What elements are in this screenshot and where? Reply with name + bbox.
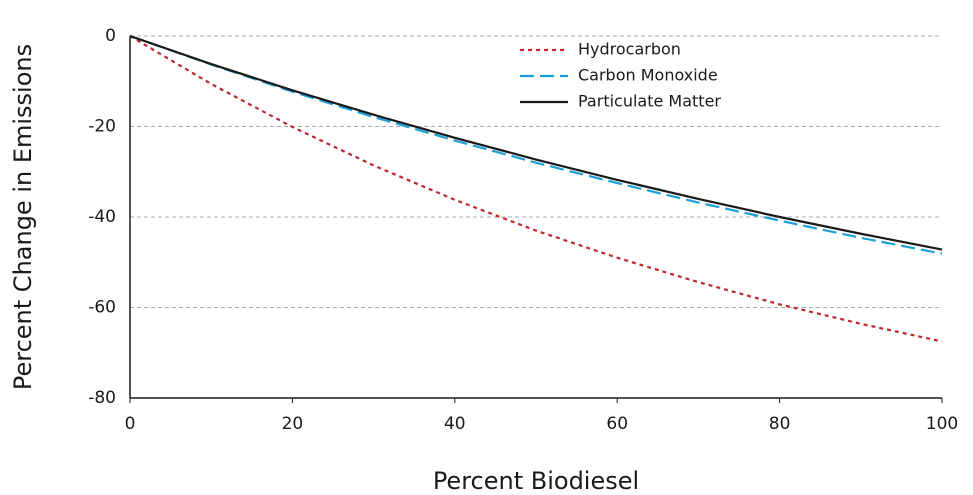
x-axis-title: Percent Biodiesel (433, 467, 639, 495)
y-tick-label: -40 (88, 207, 116, 227)
x-tick-label: 0 (125, 414, 136, 434)
y-tick-label: 0 (105, 26, 116, 46)
x-tick-label: 40 (444, 414, 466, 434)
x-tick-label: 60 (606, 414, 628, 434)
series-line (129, 35, 943, 343)
y-tick-label: -80 (88, 388, 116, 408)
y-tick-label: -20 (88, 117, 116, 137)
series-line (129, 34, 943, 251)
y-tick-label: -60 (88, 298, 116, 318)
series-line (129, 34, 943, 255)
y-axis-title: Percent Change in Emissions (9, 44, 37, 390)
legend-label: Particulate Matter (578, 92, 721, 111)
x-tick-label: 20 (282, 414, 304, 434)
x-tick-label: 80 (769, 414, 791, 434)
legend-label: Hydrocarbon (578, 40, 681, 59)
legend-label: Carbon Monoxide (578, 66, 718, 85)
x-tick-label: 100 (926, 414, 958, 434)
